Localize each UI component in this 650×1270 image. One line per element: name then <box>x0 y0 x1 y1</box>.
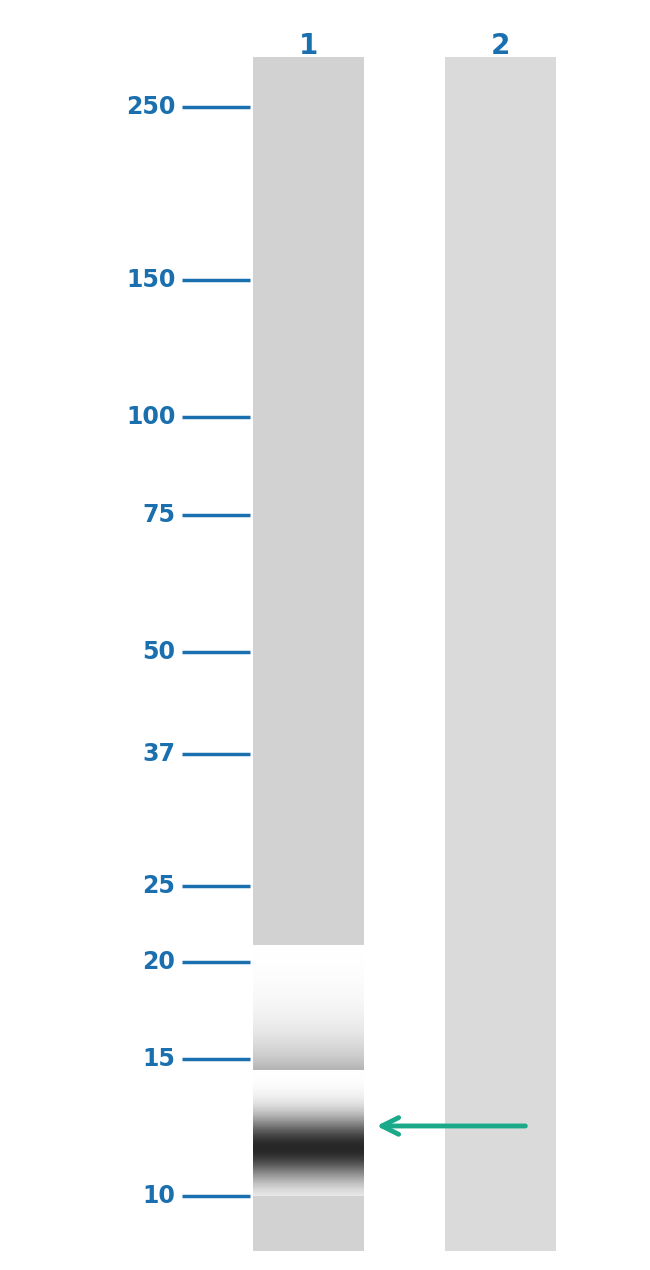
Text: 25: 25 <box>142 874 176 898</box>
Text: 150: 150 <box>126 268 176 292</box>
Text: 1: 1 <box>299 32 318 60</box>
Text: 20: 20 <box>142 950 176 974</box>
Text: 2: 2 <box>491 32 510 60</box>
Bar <box>254 57 364 1251</box>
Bar <box>445 57 556 1251</box>
Text: 37: 37 <box>142 742 176 766</box>
Text: 250: 250 <box>126 95 176 119</box>
Text: 10: 10 <box>142 1184 176 1208</box>
Text: 15: 15 <box>142 1046 176 1071</box>
Text: 100: 100 <box>126 405 176 429</box>
Text: 75: 75 <box>142 503 176 527</box>
Text: 50: 50 <box>142 640 176 664</box>
